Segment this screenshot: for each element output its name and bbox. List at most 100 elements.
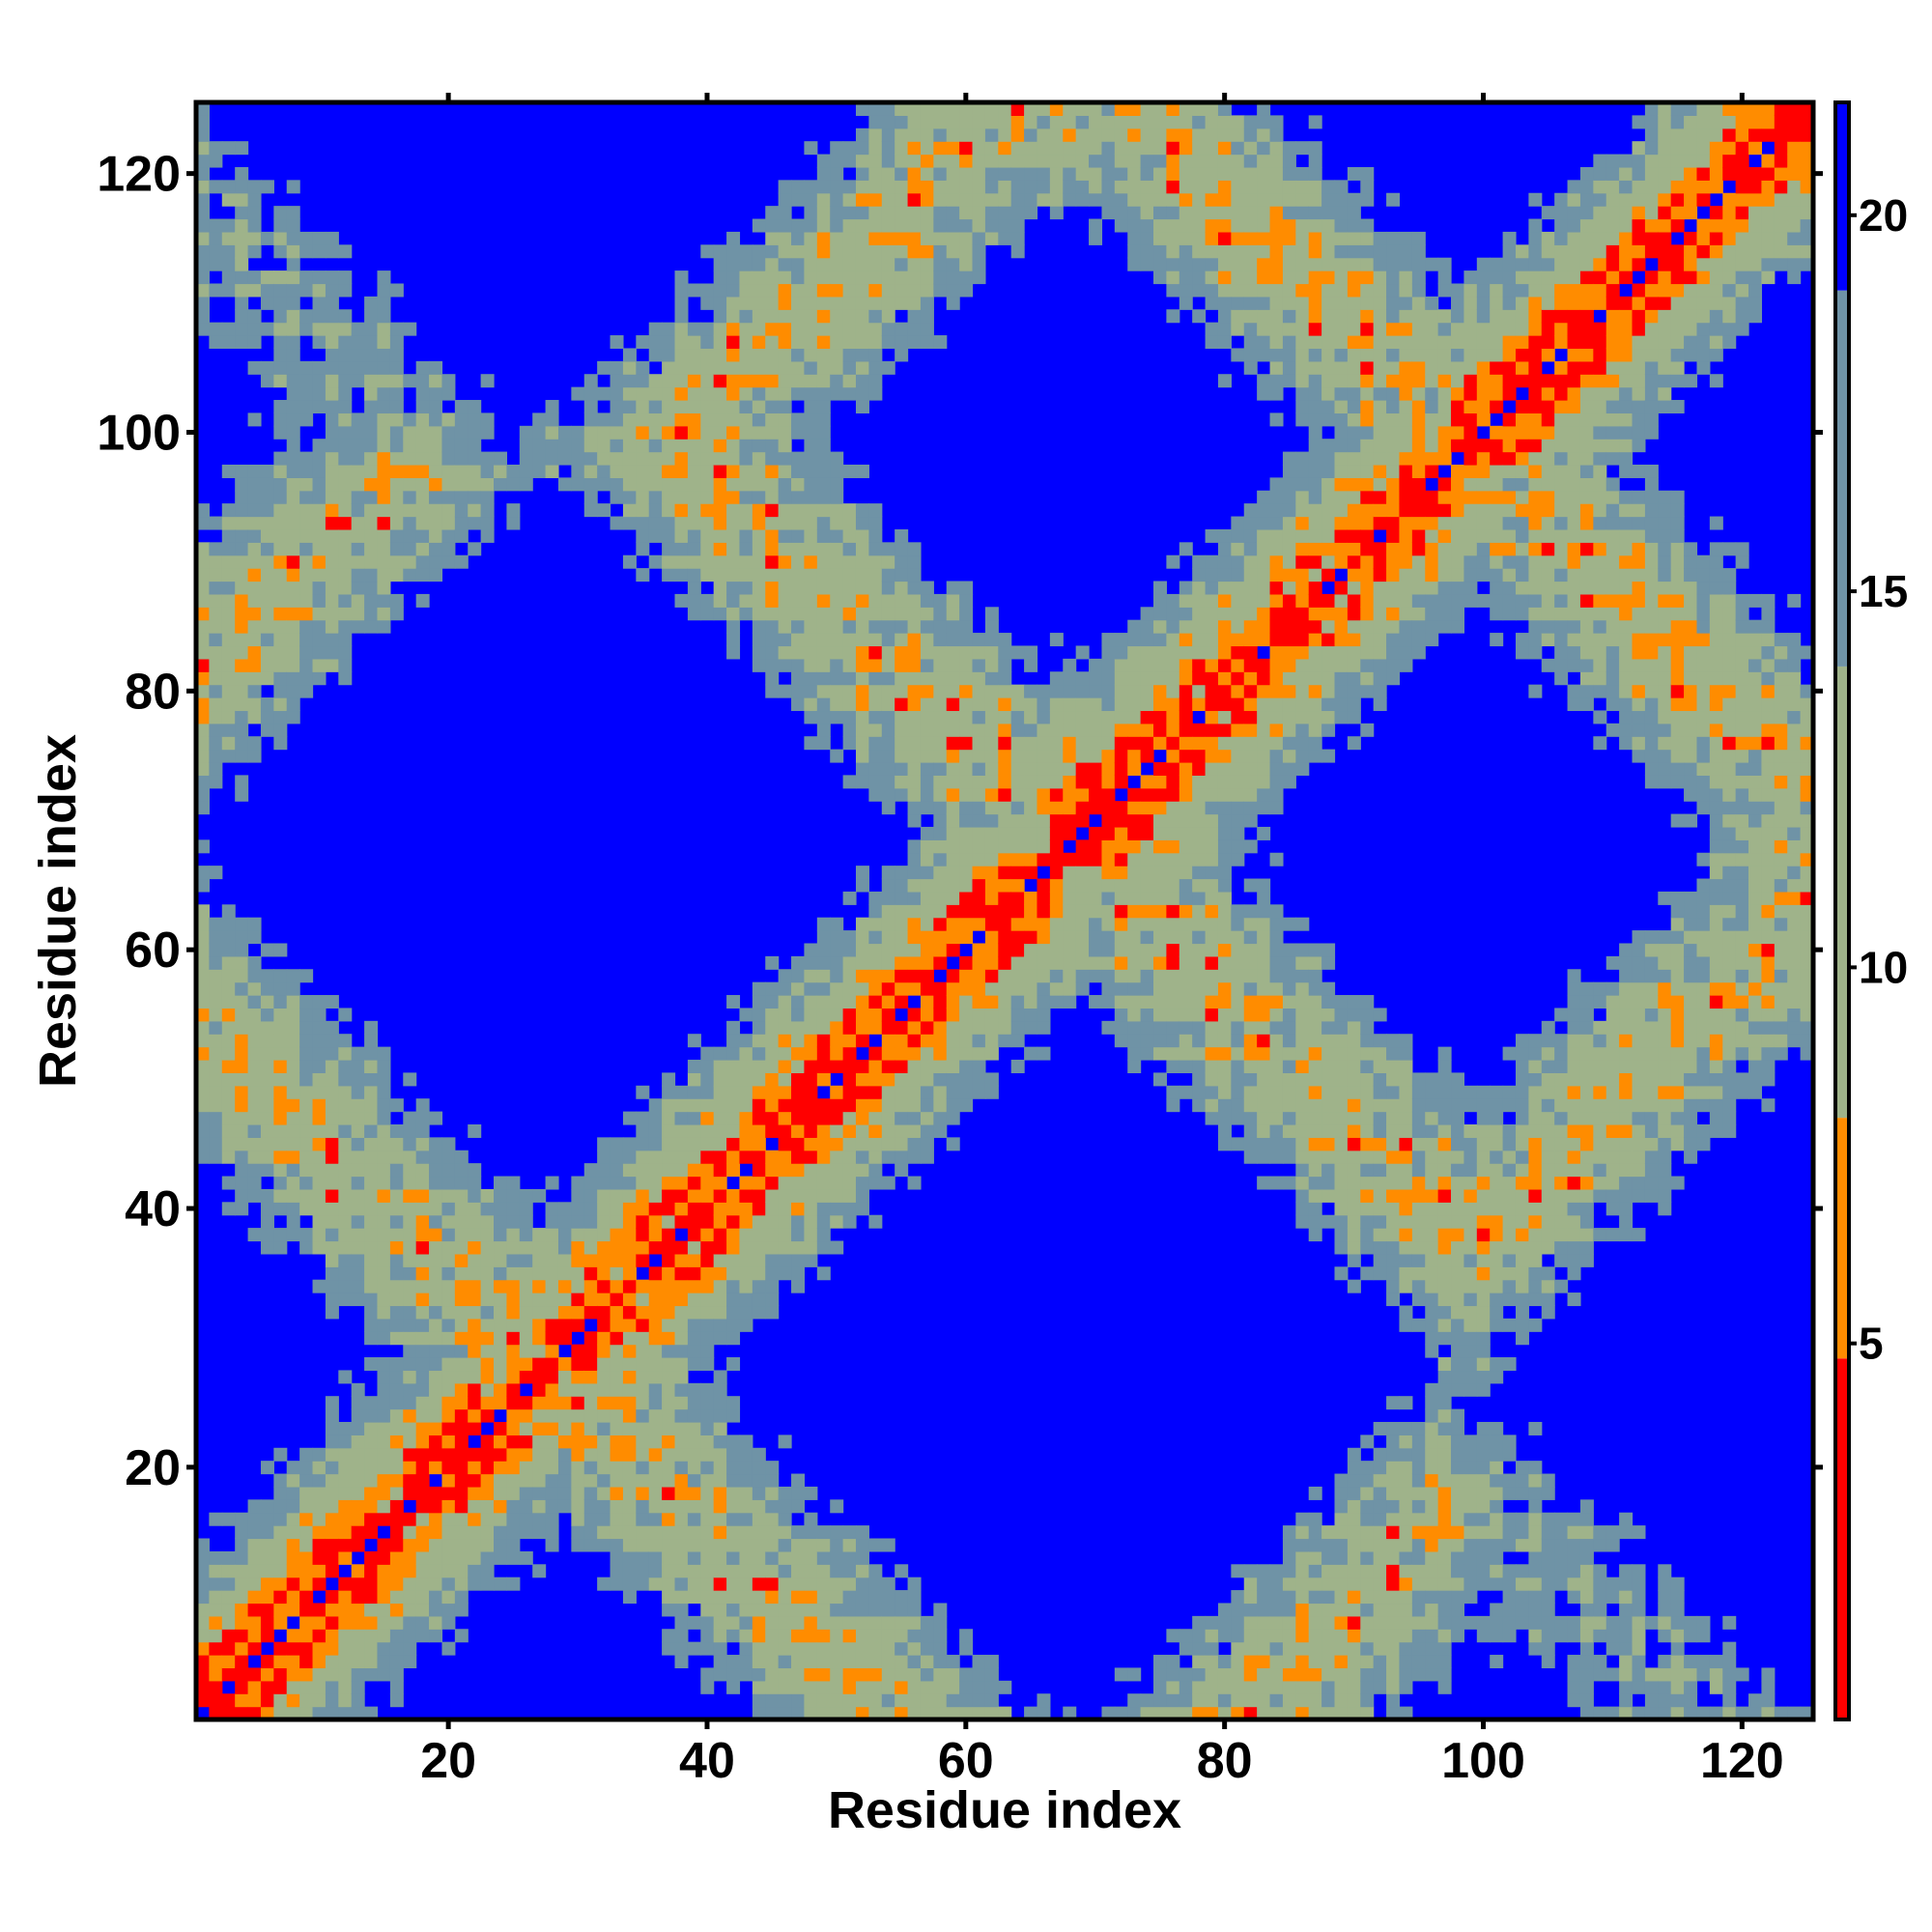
heatmap-cell: [454, 1344, 469, 1358]
heatmap-cell: [196, 244, 210, 259]
heatmap-cell: [351, 1240, 365, 1255]
heatmap-cell: [959, 904, 974, 919]
heatmap-cell: [855, 1629, 869, 1643]
heatmap-cell: [726, 1034, 741, 1048]
heatmap-cell: [286, 1111, 300, 1125]
heatmap-cell: [1037, 761, 1051, 776]
heatmap-cell: [196, 1150, 210, 1164]
heatmap-cell: [338, 1137, 353, 1151]
heatmap-cell: [1140, 749, 1154, 763]
heatmap-cell: [700, 554, 715, 569]
heatmap-cell: [765, 619, 780, 634]
heatmap-cell: [674, 1253, 689, 1267]
heatmap-cell: [351, 1202, 365, 1216]
heatmap-cell: [415, 1293, 430, 1307]
heatmap-cell: [338, 348, 353, 362]
heatmap-cell: [959, 930, 974, 945]
heatmap-cell: [351, 1253, 365, 1267]
heatmap-cell: [765, 244, 780, 259]
heatmap-cell: [260, 374, 274, 388]
heatmap-cell: [1127, 995, 1142, 1009]
heatmap-cell: [1243, 671, 1258, 686]
heatmap-cell: [687, 1137, 701, 1151]
heatmap-cell: [791, 270, 806, 285]
heatmap-cell: [687, 1590, 701, 1605]
heatmap-cell: [209, 761, 223, 776]
heatmap-cell: [713, 1318, 727, 1332]
heatmap-cell: [209, 1590, 223, 1605]
heatmap-cell: [946, 775, 960, 789]
heatmap-cell: [1205, 1615, 1219, 1630]
heatmap-cell: [726, 1590, 741, 1605]
heatmap-cell: [842, 1098, 857, 1113]
heatmap-cell: [1101, 633, 1116, 647]
heatmap-cell: [545, 1176, 559, 1190]
heatmap-cell: [441, 1461, 456, 1475]
heatmap-cell: [1089, 943, 1103, 957]
heatmap-cell: [998, 736, 1012, 751]
heatmap-cell: [998, 995, 1012, 1009]
heatmap-cell: [583, 1370, 598, 1384]
heatmap-cell: [260, 723, 274, 737]
heatmap-cell: [622, 1344, 637, 1358]
heatmap-cell: [364, 581, 379, 595]
heatmap-cell: [636, 1279, 650, 1293]
heatmap-cell: [325, 1680, 339, 1694]
heatmap-cell: [221, 955, 236, 970]
heatmap-cell: [377, 1214, 391, 1229]
heatmap-cell: [480, 1228, 495, 1242]
heatmap-cell: [429, 1525, 443, 1540]
heatmap-cell: [325, 464, 339, 478]
heatmap-cell: [739, 1188, 753, 1203]
heatmap-cell: [196, 1046, 210, 1061]
heatmap-cell: [364, 1240, 379, 1255]
heatmap-cell: [454, 1421, 469, 1435]
heatmap-cell: [1089, 878, 1103, 893]
heatmap-cell: [855, 1111, 869, 1125]
heatmap-cell: [868, 955, 883, 970]
heatmap-cell: [1166, 633, 1180, 647]
heatmap-cell: [972, 1706, 986, 1720]
heatmap-cell: [895, 218, 909, 233]
heatmap-cell: [247, 206, 262, 220]
heatmap-cell: [389, 503, 404, 518]
heatmap-cell: [739, 1240, 753, 1255]
heatmap-cell: [429, 1137, 443, 1151]
heatmap-cell: [506, 477, 521, 492]
heatmap-cell: [235, 1590, 249, 1605]
heatmap-cell: [765, 425, 780, 440]
heatmap-cell: [1114, 128, 1128, 142]
heatmap-cell: [1153, 231, 1167, 245]
heatmap-cell: [648, 1370, 663, 1384]
heatmap-cell: [868, 360, 883, 375]
heatmap-cell: [338, 1111, 353, 1125]
heatmap-cell: [338, 360, 353, 375]
heatmap-cell: [260, 542, 274, 556]
heatmap-cell: [895, 115, 909, 129]
heatmap-cell: [972, 1667, 986, 1682]
heatmap-cell: [933, 826, 948, 840]
heatmap-cell: [739, 1435, 753, 1449]
heatmap-cell: [1010, 115, 1025, 129]
heatmap-cell: [636, 1382, 650, 1397]
heatmap-cell: [1010, 904, 1025, 919]
heatmap-cell: [377, 1538, 391, 1552]
heatmap-cell: [1153, 801, 1167, 815]
heatmap-cell: [739, 1641, 753, 1656]
heatmap-cell: [842, 1060, 857, 1073]
heatmap-cell: [907, 878, 922, 893]
heatmap-cell: [933, 1020, 948, 1035]
heatmap-cell: [1037, 930, 1051, 945]
heatmap-cell: [907, 839, 922, 854]
heatmap-cell: [842, 1085, 857, 1099]
heatmap-cell: [389, 1435, 404, 1449]
heatmap-cell: [364, 542, 379, 556]
heatmap-cell: [791, 1629, 806, 1643]
heatmap-cell: [662, 1370, 676, 1384]
heatmap-cell: [1140, 231, 1154, 245]
heatmap-cell: [338, 1163, 353, 1178]
heatmap-cell: [1205, 141, 1219, 156]
heatmap-cell: [726, 645, 741, 660]
heatmap-cell: [752, 1150, 766, 1164]
heatmap-cell: [1140, 128, 1154, 142]
